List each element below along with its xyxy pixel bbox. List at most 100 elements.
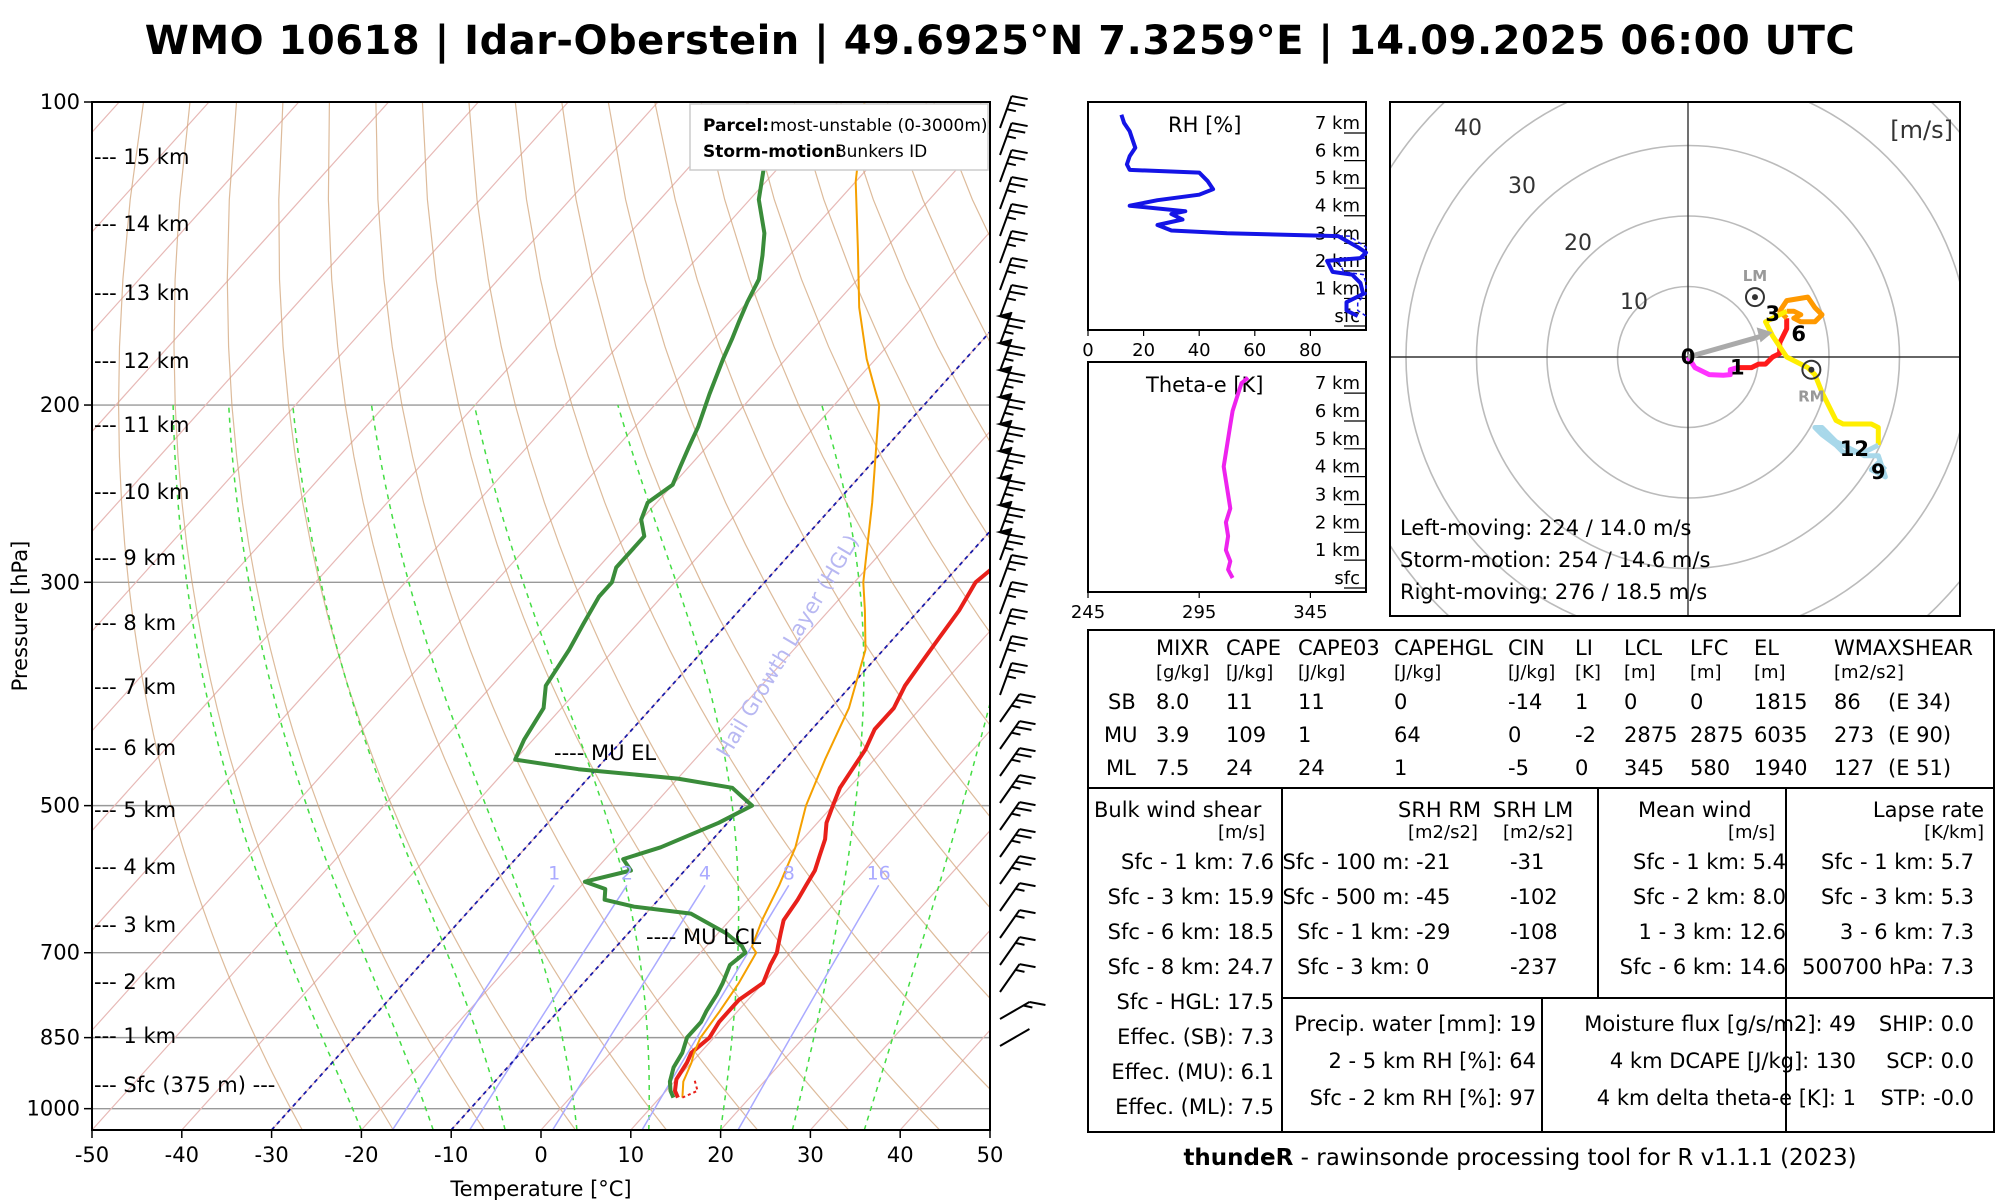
wind-barb — [999, 747, 1036, 777]
panel-title: Theta-e [K] — [1145, 373, 1264, 397]
isotherm — [92, 102, 749, 832]
barb-feather — [1019, 882, 1036, 888]
barb-feather — [1006, 432, 1024, 438]
dry-adiabat — [421, 102, 850, 1130]
barb-half-feather — [1006, 594, 1017, 599]
barb-flag — [995, 501, 1012, 510]
wind-barb — [999, 720, 1036, 750]
bulk-shear-row: Sfc - 3 km: 15.9 — [1107, 885, 1274, 909]
wind-barb — [995, 527, 1026, 561]
barb-feather — [1011, 662, 1028, 668]
height-tick-label: 5 km — [1315, 429, 1360, 450]
barb-staff — [999, 774, 1021, 804]
isotherm — [540, 630, 990, 1130]
barb-feather — [1011, 122, 1028, 128]
srh-lm-value: -102 — [1510, 885, 1558, 909]
srh-lm-value: -108 — [1510, 920, 1558, 944]
srh-row-label: Sfc - 1 km: — [1297, 920, 1410, 944]
y-tick-label: 850 — [40, 1026, 80, 1050]
hodograph-segment — [1763, 308, 1881, 446]
barb-half-feather — [1015, 941, 1025, 946]
barb-feather — [1009, 506, 1026, 512]
barb-feather — [1011, 284, 1028, 290]
srh-rm-value: -21 — [1416, 850, 1451, 874]
srh-rm-value: -29 — [1416, 920, 1451, 944]
isotherm — [630, 729, 990, 1130]
barb-half-feather — [1004, 492, 1014, 497]
lapse-rate-row: Sfc - 3 km: 5.3 — [1821, 885, 1974, 909]
dry-adiabat — [561, 102, 990, 1000]
barb-half-feather — [1004, 357, 1014, 362]
moist-adiabat — [863, 700, 990, 1130]
barb-feather — [1009, 317, 1026, 323]
storm-motion-text: Right-moving: 276 / 18.5 m/s — [1400, 580, 1707, 604]
mean-wind-row: Sfc - 2 km: 8.0 — [1633, 885, 1786, 909]
barb-staff — [999, 1028, 1030, 1047]
barb-flag — [995, 420, 1012, 429]
height-tick-label: 2 km — [1315, 512, 1360, 533]
cell: -2 — [1575, 723, 1596, 747]
ring-label: 20 — [1564, 231, 1592, 256]
height-tick-label: 3 km — [1315, 223, 1360, 244]
isotherm — [92, 102, 569, 633]
wind-barb — [999, 608, 1028, 642]
col-unit: [m] — [1754, 662, 1786, 683]
moist-adiabat — [370, 404, 578, 1130]
x-tick-label: -50 — [75, 1143, 109, 1167]
panel-title: RH [%] — [1168, 113, 1241, 137]
lapse-rate-row: 500700 hPa: 7.3 — [1802, 955, 1974, 979]
wind-barb — [999, 936, 1036, 966]
barb-feather — [1009, 614, 1026, 620]
height-tick-label: 4 km — [1315, 196, 1360, 217]
storm-motion-text: Storm-motion: 254 / 14.6 m/s — [1400, 548, 1710, 572]
barb-half-feather — [1011, 704, 1021, 709]
barb-flag — [995, 339, 1012, 348]
col-header: EL — [1754, 636, 1779, 660]
wind-barb — [999, 122, 1028, 156]
cell: 273 — [1834, 723, 1875, 747]
ring-label: 40 — [1454, 116, 1482, 141]
lapse-rate-row: 3 - 6 km: 7.3 — [1839, 920, 1974, 944]
mixing-ratio-line — [551, 884, 706, 1130]
mu-el-label: ---- MU EL — [554, 741, 656, 765]
mixing-ratio-label: 1 — [548, 862, 560, 884]
barb-staff — [999, 855, 1021, 885]
height-label: --- 6 km — [94, 736, 176, 760]
col-header: CIN — [1508, 636, 1545, 660]
wind-barb — [999, 963, 1036, 993]
moist-adiabat — [617, 404, 740, 1130]
legend-parcel-key: Parcel: — [703, 116, 769, 136]
srh-row-label: Sfc - 3 km: — [1297, 955, 1410, 979]
srh-rm-header: SRH RM — [1398, 798, 1482, 822]
chart-title: WMO 10618 | Idar-Oberstein | 49.6925°N 7… — [144, 18, 1856, 64]
barb-half-feather — [1004, 330, 1014, 335]
barb-staff — [999, 882, 1021, 912]
mixing-ratio-label: 4 — [699, 862, 711, 884]
barb-staff — [999, 230, 1013, 264]
cell: 1815 — [1754, 690, 1808, 714]
wind-barb — [999, 95, 1028, 129]
x-tick-label: 50 — [977, 1143, 1004, 1167]
srh-lm-unit: [m2/s2] — [1503, 822, 1573, 843]
barb-feather — [1011, 95, 1028, 101]
cell: 86 — [1834, 690, 1861, 714]
srh-lm-value: -237 — [1510, 955, 1558, 979]
barb-half-feather — [1011, 758, 1021, 763]
moisture-row: Moisture flux [g/s/m2]: 49 — [1584, 1012, 1856, 1036]
col-header: CAPEHGL — [1394, 636, 1493, 660]
wind-barb — [999, 909, 1036, 939]
x-tick-label: -10 — [434, 1143, 468, 1167]
cell: 24 — [1298, 756, 1325, 780]
barb-feather — [1011, 608, 1028, 614]
height-tick-label: 7 km — [1315, 113, 1360, 134]
cell: 11 — [1226, 690, 1253, 714]
barb-feather — [1009, 290, 1026, 296]
barb-feather — [1015, 698, 1032, 704]
moisture-row: 4 km DCAPE [J/kg]: 130 — [1609, 1049, 1856, 1073]
srh-lm-value: -31 — [1510, 850, 1545, 874]
hodograph-segment — [1812, 425, 1888, 480]
barb-feather — [1015, 833, 1032, 839]
barb-feather — [1019, 855, 1036, 861]
x-tick-label: -40 — [165, 1143, 199, 1167]
cell: 345 — [1624, 756, 1665, 780]
